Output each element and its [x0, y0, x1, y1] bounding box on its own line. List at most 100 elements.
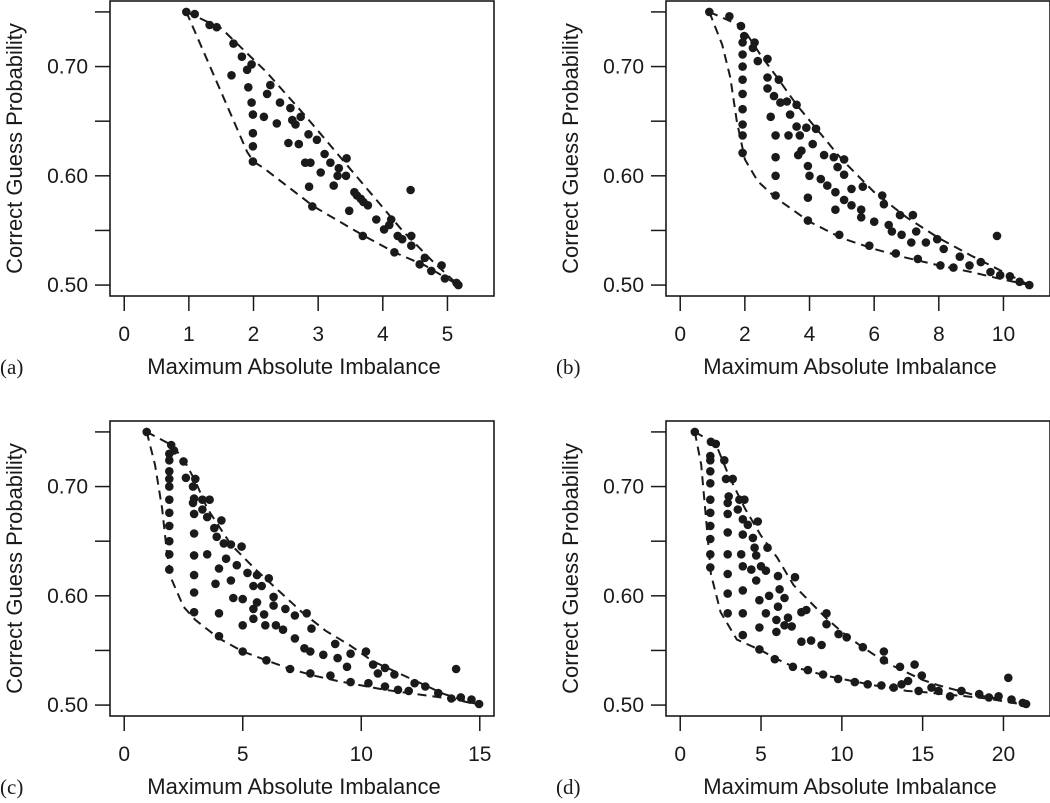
panel-c: 0 5 10 15 0.50 0.60 0.70 Maximum Absolute Imbal… [0, 420, 495, 799]
x-tick-label: 0 [118, 743, 130, 766]
data-point [761, 609, 771, 618]
y-tick-label: 0.50 [47, 694, 88, 717]
data-point [262, 656, 271, 665]
data-point [792, 122, 801, 131]
data-point [278, 625, 288, 634]
data-point [955, 252, 965, 261]
data-point [281, 604, 290, 614]
data-point [784, 131, 793, 140]
data-point [817, 640, 826, 650]
data-point [333, 653, 342, 663]
data-point [202, 512, 212, 522]
data-point [723, 498, 732, 508]
data-point [877, 191, 887, 200]
data-point [397, 234, 407, 244]
data-point [275, 98, 285, 107]
data-point [764, 591, 774, 601]
x-tick-label: 15 [911, 743, 934, 766]
data-point [329, 181, 338, 190]
data-point [733, 505, 743, 514]
data-point [806, 636, 816, 645]
data-point [212, 22, 221, 32]
data-point [705, 7, 714, 17]
data-point [440, 274, 450, 283]
data-point [847, 201, 856, 210]
data-point [738, 609, 748, 618]
data-point [237, 52, 247, 61]
x-tick-label: 6 [868, 323, 880, 346]
data-point [740, 495, 749, 504]
data-point [957, 686, 966, 696]
data-point [939, 244, 948, 254]
x-axis-title: Maximum Absolute Imbalance [147, 354, 440, 379]
data-point [165, 521, 174, 531]
data-point [858, 642, 868, 652]
data-point [188, 482, 198, 491]
data-point [795, 131, 805, 140]
data-point [835, 230, 844, 240]
data-point [805, 171, 814, 181]
data-point [895, 210, 905, 220]
data-point [188, 498, 198, 508]
data-point [165, 474, 174, 484]
data-point [390, 670, 399, 679]
data-point [302, 609, 311, 618]
data-point [884, 220, 893, 230]
data-point [773, 571, 783, 581]
data-point [341, 171, 351, 181]
data-point [306, 669, 315, 678]
data-point [271, 621, 281, 630]
data-point [739, 31, 749, 41]
data-point [865, 241, 874, 250]
data-point [226, 576, 236, 585]
plot-frame [665, 420, 1050, 717]
data-point [242, 65, 252, 75]
data-point [334, 163, 344, 173]
data-point [772, 615, 781, 625]
data-point [911, 227, 921, 236]
data-point [738, 630, 748, 640]
data-point [725, 12, 734, 21]
data-point [802, 605, 811, 615]
data-point [869, 217, 879, 226]
data-point [771, 152, 780, 162]
data-point [189, 509, 199, 519]
data-point [917, 671, 927, 680]
data-point [908, 210, 918, 220]
y-tick-label: 0.70 [47, 56, 88, 79]
data-point [932, 234, 942, 244]
data-point [393, 685, 403, 695]
y-axis-title: Correct Guess Probability [2, 443, 27, 694]
data-point [763, 543, 772, 552]
data-point [839, 155, 849, 164]
data-point [728, 474, 737, 484]
data-point [1021, 699, 1031, 709]
data-point [822, 619, 831, 629]
data-point [238, 621, 247, 630]
x-tick-label: 1 [183, 323, 195, 346]
data-point [189, 607, 199, 617]
data-point [333, 171, 342, 181]
data-point [738, 50, 747, 59]
data-point [165, 550, 174, 559]
data-point [447, 694, 456, 703]
x-axis-title: Maximum Absolute Imbalance [703, 774, 996, 799]
data-point [467, 695, 476, 704]
data-point [774, 75, 784, 84]
y-tick-label: 0.60 [603, 165, 644, 188]
data-point [326, 671, 335, 680]
data-point [290, 611, 300, 620]
data-point [285, 664, 295, 674]
data-point [237, 542, 246, 551]
x-tick-label: 4 [377, 323, 389, 346]
data-point [763, 73, 772, 82]
data-point [738, 120, 747, 129]
data-point [361, 647, 371, 656]
data-point [850, 677, 860, 687]
data-point [227, 71, 236, 80]
data-point [738, 75, 747, 84]
data-point [212, 532, 221, 542]
data-point [770, 654, 780, 664]
data-point [736, 21, 746, 31]
data-point [291, 120, 300, 129]
